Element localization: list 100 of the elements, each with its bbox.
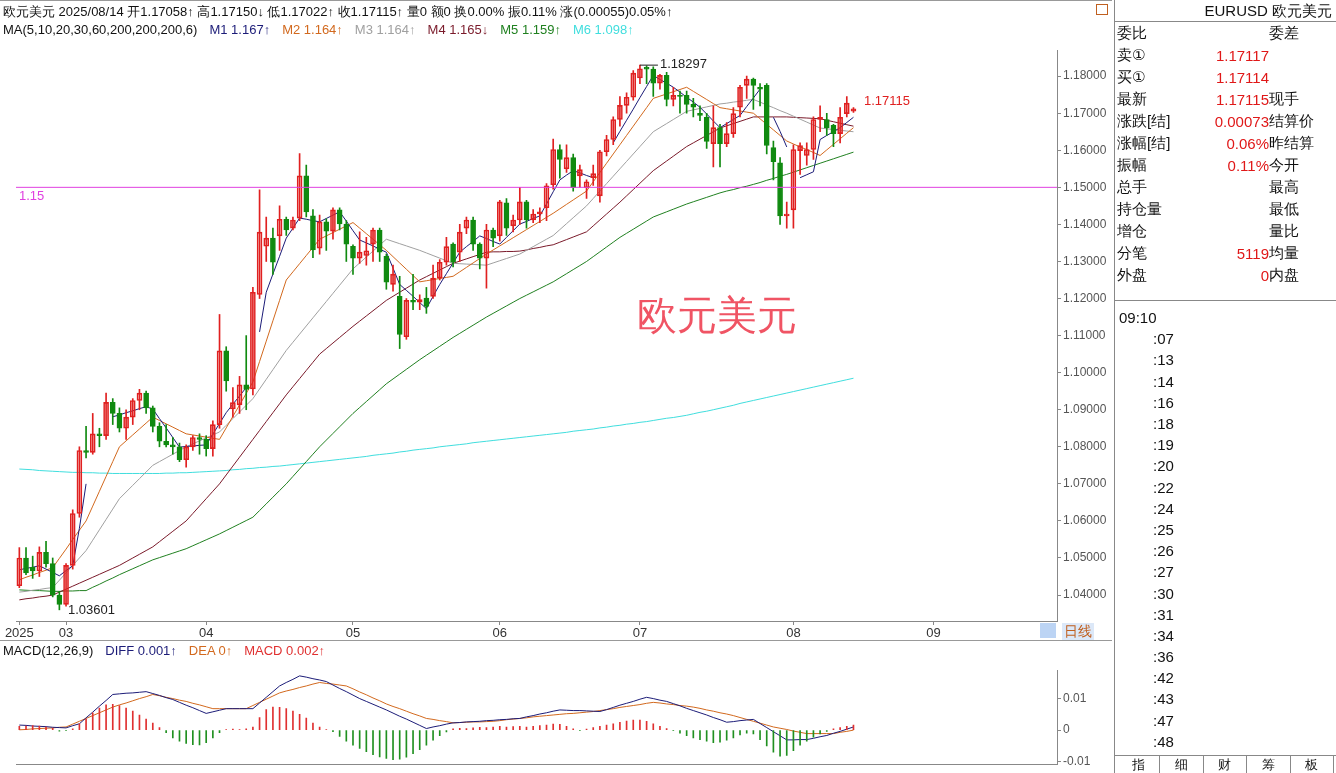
- text: 09:10: [1119, 309, 1158, 327]
- text: :14: [1152, 372, 1175, 390]
- y-tick-label: -0.01: [1063, 753, 1091, 768]
- chart-title: 欧元美元 2025/08/14 开1.17058↑ 高1.17150↓ 低1.17022↑ 收1.17115↑ 量0 额0 换0.00% 振0.11% 涨(0.00055)0.05%↑: [3, 3, 673, 21]
- text: 现手: [1269, 89, 1300, 109]
- text: :36: [1152, 648, 1175, 666]
- text: :13: [1152, 351, 1175, 369]
- text: 增仓: [1117, 221, 1148, 241]
- text: 均量: [1269, 243, 1300, 263]
- text: 日线: [1062, 623, 1094, 640]
- text: 5119: [1235, 244, 1269, 262]
- text: 1.17115: [1214, 90, 1269, 108]
- text: :42: [1152, 669, 1175, 687]
- text: 0.00073: [1213, 112, 1269, 130]
- text: :25: [1152, 520, 1175, 538]
- text: 指: [1117, 756, 1161, 773]
- legend-title: MA(5,10,20,30,60,200,200,200,6): [3, 22, 198, 37]
- text: :19: [1152, 436, 1175, 454]
- text: :31: [1152, 605, 1175, 623]
- text: 内盘: [1269, 265, 1300, 285]
- y-tick-label: 1.07000: [1063, 476, 1107, 491]
- y-tick-label: 1.10000: [1063, 364, 1107, 379]
- text: 1.17117: [1214, 46, 1269, 64]
- text: M3 1.164↑: [354, 22, 416, 37]
- text: :18: [1152, 415, 1175, 433]
- x-tick-label: 06: [492, 625, 508, 641]
- y-tick-label: 1.15000: [1063, 179, 1107, 194]
- text: 振幅: [1117, 155, 1148, 175]
- y-tick-label: 1.18000: [1063, 68, 1107, 83]
- text: 最新: [1117, 89, 1148, 109]
- text: M1 1.167↑: [209, 22, 271, 37]
- y-tick-label: 1.12000: [1063, 290, 1107, 305]
- text: 卖①: [1117, 45, 1147, 65]
- x-tick-label: 2025: [4, 625, 34, 641]
- text: 细: [1160, 756, 1204, 773]
- text: :22: [1152, 478, 1175, 496]
- ref-line-label: 1.15: [19, 188, 45, 204]
- legend-title: MACD(12,26,9): [3, 643, 94, 658]
- y-tick-label: 1.17000: [1063, 105, 1107, 120]
- text: M2 1.164↑: [282, 22, 343, 37]
- x-tick-label: 08: [786, 625, 801, 641]
- text: 委差: [1269, 23, 1300, 43]
- text: MACD 0.002↑: [244, 643, 326, 658]
- annotation: 1.18297: [659, 55, 707, 71]
- text: :07: [1152, 330, 1175, 348]
- text: :30: [1152, 584, 1175, 602]
- annotation: 1.03601: [67, 602, 116, 618]
- y-tick-label: 1.04000: [1063, 587, 1107, 602]
- y-tick-label: 1.11000: [1063, 327, 1106, 342]
- text: :47: [1152, 711, 1175, 729]
- text: :16: [1152, 393, 1175, 411]
- text: M6 1.098↑: [572, 22, 634, 37]
- text: 板: [1290, 756, 1334, 773]
- x-tick-label: 07: [632, 625, 648, 641]
- y-tick-label: 0: [1063, 722, 1070, 737]
- x-tick-label: 04: [198, 625, 214, 641]
- text: :20: [1152, 457, 1175, 475]
- text: DEA 0↑: [188, 643, 233, 658]
- text: 财: [1203, 756, 1248, 773]
- y-tick-label: 1.14000: [1063, 216, 1107, 231]
- text: 结算价: [1269, 111, 1315, 131]
- y-tick-label: 0.01: [1063, 690, 1087, 705]
- text: 量比: [1269, 221, 1300, 241]
- x-tick-label: 05: [345, 625, 361, 641]
- text: :24: [1152, 499, 1175, 517]
- text: 持仓量: [1117, 199, 1163, 219]
- text: 分笔: [1117, 243, 1148, 263]
- text: 最低: [1269, 199, 1300, 219]
- text: :43: [1152, 690, 1175, 708]
- text: :26: [1152, 542, 1175, 560]
- text: EURUSD 欧元美元: [1115, 0, 1336, 22]
- y-tick-label: 1.08000: [1063, 439, 1107, 454]
- text: :48: [1152, 732, 1175, 750]
- x-tick-label: 03: [58, 625, 74, 641]
- text: 买①: [1117, 67, 1147, 87]
- x-tick-label: 09: [926, 625, 941, 641]
- y-tick-label: 1.16000: [1063, 142, 1107, 157]
- text: 0.06%: [1225, 134, 1269, 152]
- text: 涨跌[结]: [1117, 111, 1172, 131]
- text: 0.11%: [1226, 156, 1269, 174]
- text: 总手: [1117, 177, 1148, 197]
- text: M4 1.165↓: [427, 22, 489, 37]
- text: 筹: [1247, 756, 1291, 773]
- annotation: 1.17115: [863, 93, 912, 109]
- text: M5 1.159↑: [500, 22, 561, 37]
- y-tick-label: 1.05000: [1063, 550, 1107, 565]
- text: 0: [1259, 266, 1269, 284]
- y-tick-label: 1.13000: [1063, 253, 1107, 268]
- text: DIFF 0.001↑: [105, 643, 177, 658]
- annotation: 欧元美元: [636, 292, 798, 339]
- text: 1.17114: [1214, 68, 1269, 86]
- text: 涨幅[结]: [1117, 133, 1172, 153]
- text: 委比: [1117, 23, 1148, 43]
- text: 外盘: [1117, 265, 1148, 285]
- text: 最高: [1269, 177, 1300, 197]
- y-tick-label: 1.06000: [1063, 513, 1107, 528]
- text: :27: [1152, 563, 1175, 581]
- text: :34: [1152, 626, 1175, 644]
- y-tick-label: 1.09000: [1063, 402, 1107, 417]
- text: 今开: [1269, 155, 1300, 175]
